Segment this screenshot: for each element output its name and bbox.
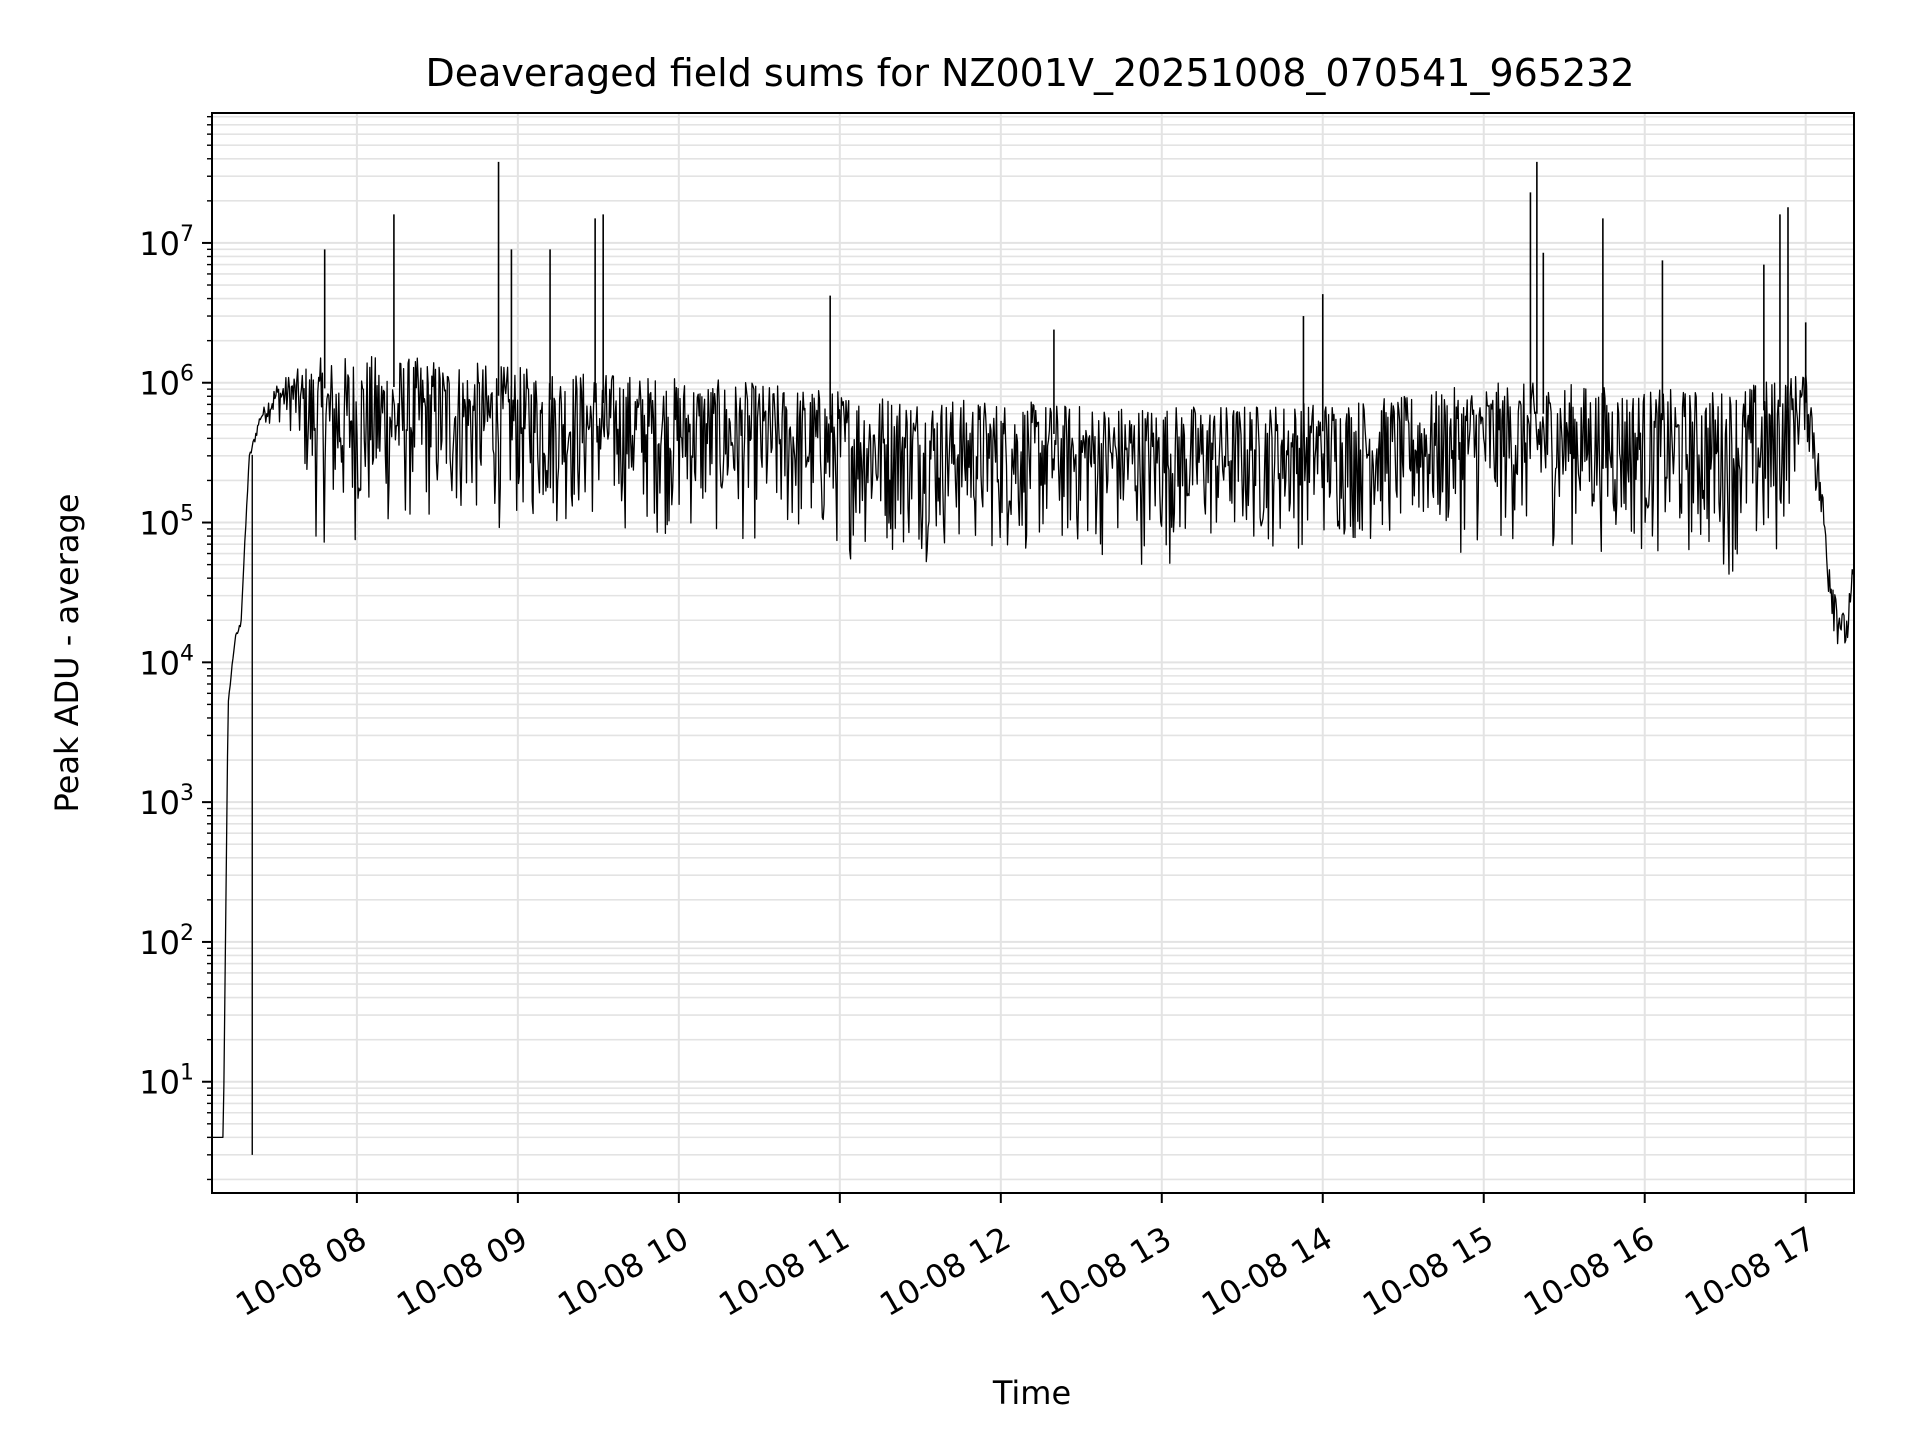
- y-axis-title: Peak ADU - average: [48, 494, 86, 813]
- y-tick-label: 102: [139, 921, 194, 962]
- chart-title: Deaveraged field sums for NZ001V_2025100…: [425, 51, 1634, 95]
- data-series: [212, 161, 1855, 1155]
- y-tick-label: 105: [139, 502, 194, 543]
- x-axis-title: Time: [992, 1374, 1071, 1412]
- y-tick-label: 101: [139, 1061, 194, 1102]
- y-tick-label: 103: [139, 781, 194, 822]
- series-line: [212, 356, 1855, 1139]
- plot-frame: [211, 112, 1855, 1194]
- y-tick-label: 104: [139, 641, 194, 682]
- y-axis: 101 102 103 104 105 106 107: [139, 115, 212, 1181]
- y-tick-label: 106: [139, 362, 194, 403]
- grid-lines: [212, 113, 1854, 1193]
- y-tick-label: 107: [139, 222, 194, 263]
